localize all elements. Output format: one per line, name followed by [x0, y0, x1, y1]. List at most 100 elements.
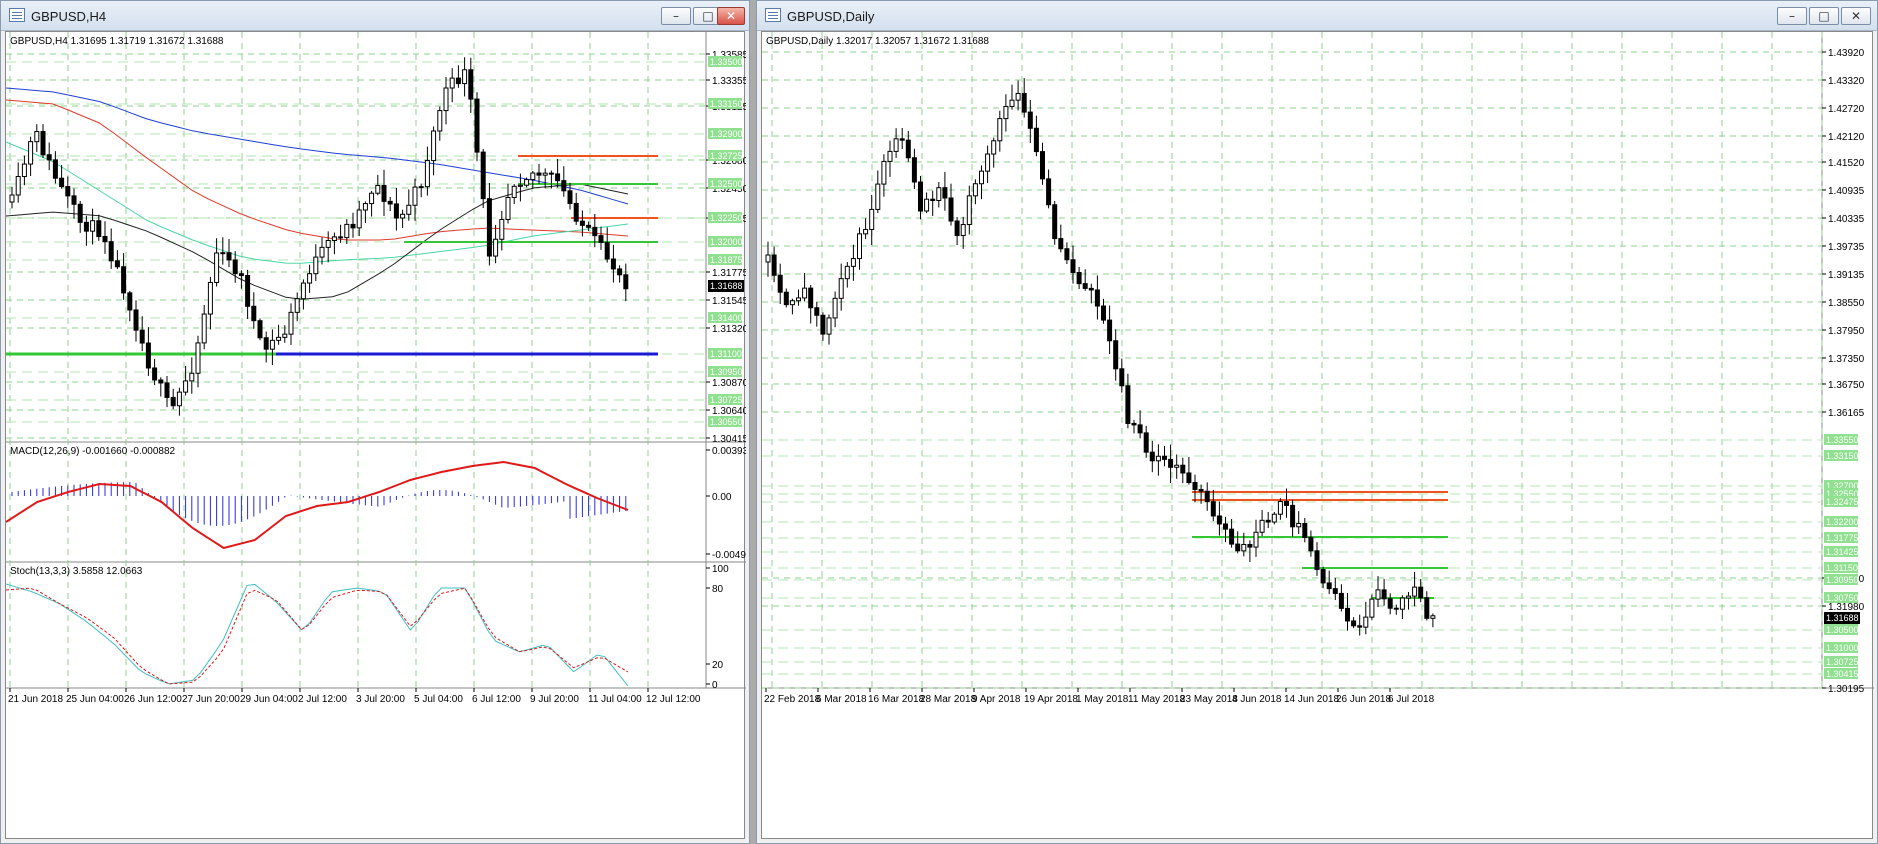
candle-body: [455, 77, 461, 85]
minimize-button[interactable]: –: [661, 7, 691, 25]
current-price-label: 1.31688: [710, 281, 743, 291]
candle-body: [1277, 501, 1283, 515]
right-chart-svg[interactable]: 1.43920 1.43320 1.42720 1.42120 1.41520 1.409…: [762, 32, 1874, 840]
candle-body: [1351, 620, 1357, 627]
left-chart-window[interactable]: GBPUSD,H4 – □ ✕ 1.335851.333551.331251.3…: [0, 0, 750, 844]
candle-body: [21, 163, 27, 178]
stoch-scale-label: 0: [712, 680, 718, 691]
ema-black-line: [6, 183, 629, 300]
candle-body: [369, 192, 375, 205]
time-axis-label: 16 Mar 2018: [868, 694, 925, 705]
price-scale-label: 1.40335: [1828, 214, 1865, 225]
candle-body: [1418, 586, 1424, 599]
level-tag: [708, 212, 742, 223]
level-tag: [1824, 624, 1858, 635]
candle-body: [893, 138, 899, 152]
candle-body: [232, 259, 238, 275]
candle-body: [1302, 523, 1308, 538]
time-axis-label: 1 May 2018: [1076, 694, 1129, 705]
candle-body: [1162, 455, 1167, 460]
candle-body: [517, 184, 523, 187]
candle-body: [1009, 99, 1015, 107]
candle-body: [139, 329, 145, 344]
level-tag: [708, 236, 742, 247]
candle-body: [207, 281, 213, 315]
candle-body: [1265, 519, 1271, 523]
close-button[interactable]: ✕: [1841, 7, 1871, 25]
level-tag: [1824, 562, 1858, 573]
candle-body: [814, 307, 820, 316]
ema-red-line: [6, 99, 629, 241]
price-scale-label: 1.31320: [712, 324, 746, 335]
candle-body: [592, 226, 598, 237]
candle-body: [1259, 519, 1265, 533]
candle-body: [783, 291, 789, 306]
level-tag: [1824, 516, 1858, 527]
right-chart-area[interactable]: 1.43920 1.43320 1.42720 1.42120 1.41520 1.409…: [761, 31, 1874, 840]
level-tag-label: 1.32550: [1826, 489, 1859, 499]
level-tag: [708, 416, 742, 427]
price-scale-label: 1.40935: [1828, 186, 1865, 197]
candle-body: [449, 77, 455, 89]
candle-body: [251, 305, 257, 322]
left-chart-area[interactable]: 1.335851.333551.331251.326801.324501.322…: [5, 31, 746, 840]
candle-body: [40, 131, 46, 156]
candle-body: [1284, 501, 1289, 506]
time-axis-label: 12 Jul 12:00: [646, 694, 701, 705]
candle-body: [524, 179, 530, 186]
maximize-button[interactable]: □: [1809, 7, 1839, 25]
stoch-scale-label: 80: [712, 584, 724, 595]
candle-body: [263, 337, 269, 350]
time-axis-label: 27 Jun 20:00: [182, 694, 240, 705]
candle-body: [214, 252, 220, 283]
right-titlebar[interactable]: GBPUSD,Daily – □ ✕: [757, 1, 1877, 31]
level-tag: [1824, 656, 1858, 667]
candle-body: [108, 241, 114, 262]
level-tag: [708, 366, 742, 377]
candle-body: [431, 130, 437, 162]
candle-body: [1241, 543, 1247, 552]
candle-body: [127, 292, 133, 311]
candle-body: [1186, 472, 1192, 484]
time-axis-label: 14 Jun 2018: [1284, 694, 1339, 705]
level-tag-label: 1.30550: [710, 417, 743, 427]
level-tag-label: 1.31775: [1826, 533, 1859, 543]
candle-body: [46, 154, 52, 161]
candle-body: [985, 153, 991, 172]
candle-body: [164, 382, 170, 398]
stoch-label: Stoch(13,3,3) 3.5858 12.0663: [10, 566, 143, 577]
minimize-button[interactable]: –: [1777, 7, 1807, 25]
candle-body: [1296, 523, 1302, 528]
time-axis-label: 6 Jul 12:00: [472, 694, 521, 705]
candle-body: [1046, 178, 1052, 206]
candle-body: [1180, 464, 1186, 474]
time-axis-label: 6 Mar 2018: [816, 694, 867, 705]
candle-body: [832, 297, 838, 319]
price-scale-label: 1.37950: [1828, 326, 1865, 337]
candle-body: [948, 197, 954, 222]
candle-body: [350, 223, 356, 229]
level-tag-label: 1.30950: [710, 367, 743, 377]
level-tag: [708, 98, 742, 109]
level-tag: [708, 128, 742, 139]
level-tag-label: 1.30500: [1826, 625, 1859, 635]
candle-body: [1345, 607, 1350, 622]
candle-body: [777, 274, 783, 293]
candle-body: [796, 297, 801, 302]
candle-body: [344, 223, 350, 239]
left-chart-svg[interactable]: 1.335851.333551.331251.326801.324501.322…: [6, 32, 746, 840]
level-tag: [708, 394, 742, 405]
candle-body: [65, 186, 71, 197]
left-titlebar[interactable]: GBPUSD,H4 – □ ✕: [1, 1, 749, 31]
right-chart-window[interactable]: GBPUSD,Daily – □ ✕ 1.43920 1.43320 1.42720…: [756, 0, 1878, 844]
candle-body: [808, 287, 814, 309]
level-tag: [1824, 434, 1858, 445]
price-scale-label: 1.36165: [1828, 408, 1865, 419]
stoch-main-line: [6, 583, 629, 687]
price-scale-label: 1.31980: [1828, 602, 1865, 613]
candle-body: [1204, 490, 1210, 503]
price-scale-label: 1.42120: [1828, 132, 1865, 143]
candle-body: [838, 278, 844, 299]
candle-body: [1387, 598, 1393, 609]
close-button[interactable]: ✕: [717, 7, 745, 25]
